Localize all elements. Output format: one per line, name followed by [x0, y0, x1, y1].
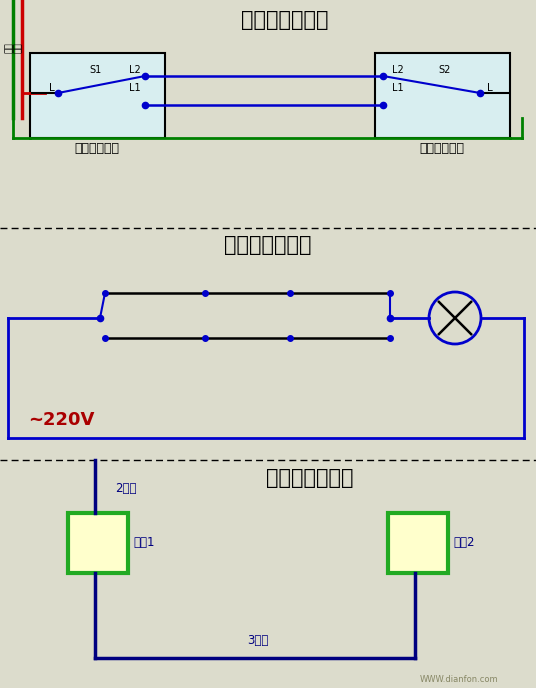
- Text: L2: L2: [392, 65, 404, 75]
- Text: S2: S2: [439, 65, 451, 75]
- Bar: [68, 513, 128, 573]
- Bar: [375, 53, 510, 138]
- Text: 3根线: 3根线: [247, 634, 269, 647]
- Bar: [30, 53, 165, 138]
- Bar: [0, 0, 536, 228]
- Text: 开关1: 开关1: [133, 537, 154, 550]
- Text: 单开双控开关: 单开双控开关: [75, 142, 120, 155]
- Text: S1: S1: [89, 65, 101, 75]
- Text: WWW.dianfon.com: WWW.dianfon.com: [420, 676, 498, 685]
- Text: L1: L1: [129, 83, 141, 93]
- Bar: [0, 460, 536, 688]
- Text: 火线: 火线: [13, 43, 23, 54]
- Text: L1: L1: [392, 83, 404, 93]
- Text: 双控开关布线图: 双控开关布线图: [266, 468, 354, 488]
- Text: 双控开关接线图: 双控开关接线图: [241, 10, 329, 30]
- Text: 2根线: 2根线: [115, 482, 137, 495]
- Bar: [0, 228, 536, 460]
- Text: 双控开关原理图: 双控开关原理图: [224, 235, 312, 255]
- Text: ~220V: ~220V: [28, 411, 94, 429]
- Text: L: L: [487, 83, 493, 93]
- Bar: [388, 513, 448, 573]
- Text: L2: L2: [129, 65, 141, 75]
- Text: 开关2: 开关2: [453, 537, 474, 550]
- Text: L: L: [49, 83, 55, 93]
- Text: 相线: 相线: [4, 43, 13, 54]
- Text: 单开双控开关: 单开双控开关: [420, 142, 465, 155]
